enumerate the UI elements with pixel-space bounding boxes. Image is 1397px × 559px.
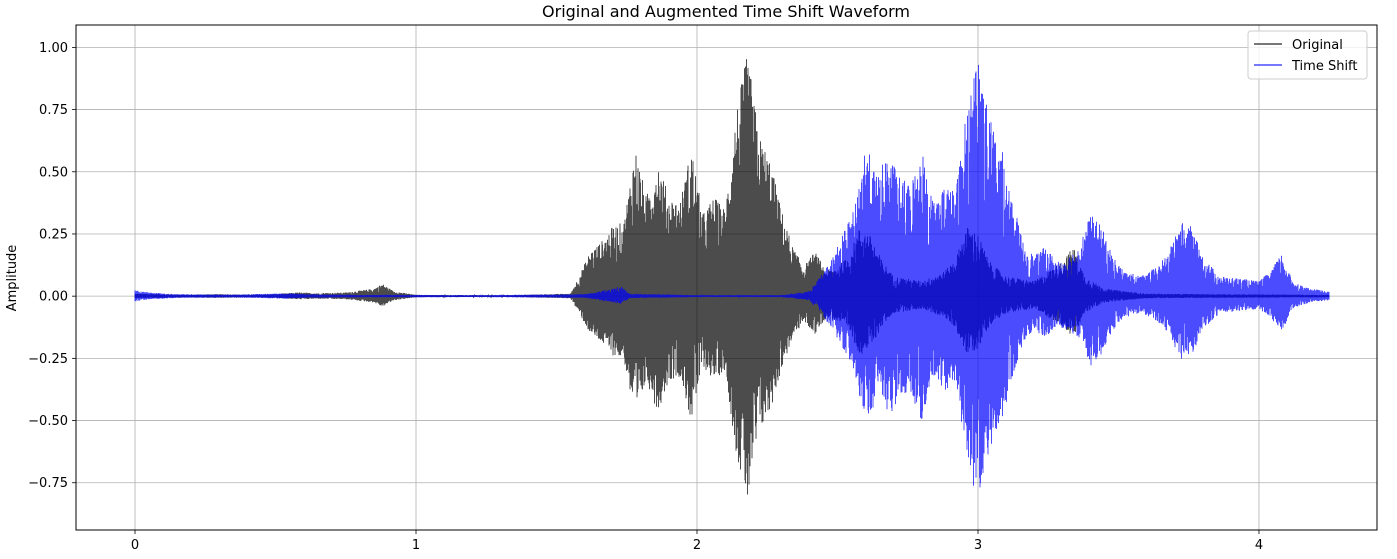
chart-title: Original and Augmented Time Shift Wavefo…: [542, 2, 910, 21]
y-tick-label: 0.00: [39, 290, 68, 305]
series-line-time-shift: [134, 64, 1330, 488]
y-tick-label: 0.50: [39, 165, 68, 180]
y-tick-label: −0.75: [28, 476, 68, 491]
y-tick-label: −0.50: [28, 414, 68, 429]
plot-frame: [75, 24, 1378, 531]
legend-label-time-shift: Time Shift: [1291, 59, 1358, 74]
x-tick-label: 4: [1255, 538, 1263, 553]
y-tick-label: 0.25: [39, 227, 68, 242]
y-axis-label: Amplitude: [5, 245, 20, 312]
x-tick-label: 3: [974, 538, 982, 553]
ticks: 0 1 2 3 4 −0.75 −0.50 −0.25 0.00 0.25 0.50 0.75 1.00: [28, 41, 1263, 553]
x-tick-label: 0: [131, 538, 139, 553]
legend-label-original: Original: [1292, 38, 1343, 53]
legend-box: [1247, 30, 1368, 80]
y-tick-label: −0.25: [28, 352, 68, 367]
x-tick-label: 1: [412, 538, 420, 553]
y-tick-label: 1.00: [39, 41, 68, 56]
x-tick-label: 2: [693, 538, 701, 553]
plot-series: [134, 59, 1330, 495]
y-tick-label: 0.75: [39, 103, 68, 118]
legend: Original Time Shift: [1247, 30, 1368, 80]
